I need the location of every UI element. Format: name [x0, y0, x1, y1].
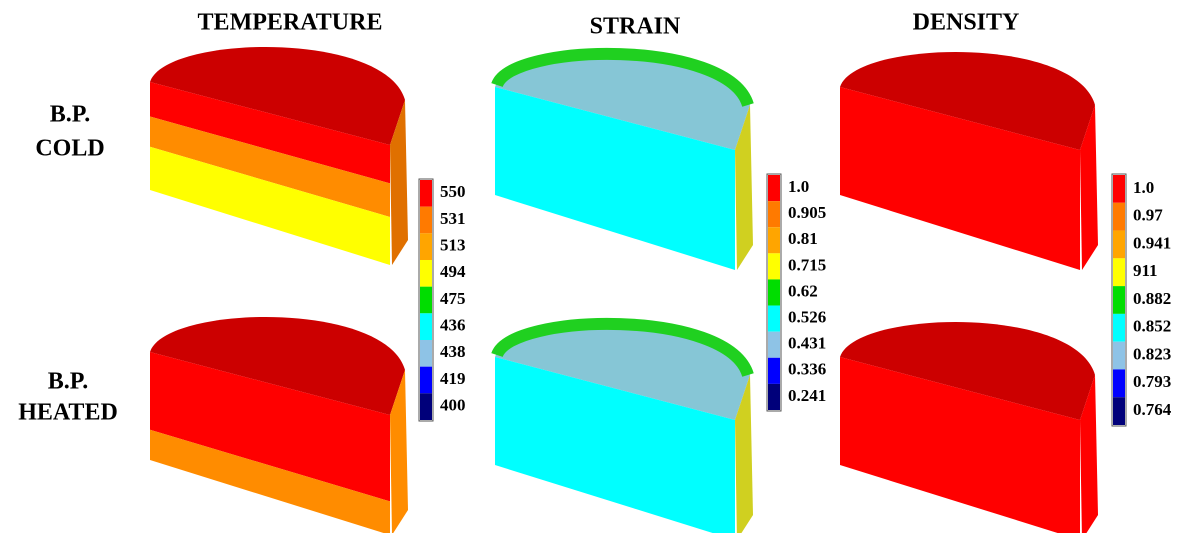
renderings [150, 47, 1098, 533]
row-label: COLD [35, 136, 104, 162]
legend-label: 0.81 [788, 229, 818, 248]
colorbar-swatch [768, 201, 780, 227]
legend-label: 0.852 [1133, 317, 1171, 336]
legend-label: 0.336 [788, 360, 826, 379]
colorbar-swatch [768, 332, 780, 358]
figure: TEMPERATURE STRAIN DENSITY B.P. COLD B.P… [0, 0, 1187, 533]
half-cylinder [150, 47, 408, 265]
half-cylinder [495, 322, 753, 533]
legend-label: 0.97 [1133, 206, 1163, 225]
colorbar-swatch [1113, 203, 1125, 231]
legend-label: 531 [440, 209, 466, 228]
colorbar-swatch [768, 306, 780, 332]
legend-label: 513 [440, 236, 466, 255]
colorbar-swatch [420, 313, 432, 340]
legend-label: 475 [440, 289, 466, 308]
column-title: TEMPERATURE [198, 10, 383, 36]
legend-label: 550 [440, 182, 466, 201]
legend-label: 0.882 [1133, 289, 1171, 308]
colorbar-swatch [420, 180, 432, 207]
legend-label: 0.62 [788, 281, 818, 300]
colorbar-swatch [768, 384, 780, 410]
colorbar-swatch [1113, 286, 1125, 314]
colorbar-swatch [1113, 175, 1125, 203]
legend-label: 494 [440, 262, 466, 281]
colorbar-swatch [420, 233, 432, 260]
row-label: HEATED [18, 400, 118, 426]
colorbar-swatch [1113, 342, 1125, 370]
legend-label: 438 [440, 342, 466, 361]
legend-label: 0.905 [788, 203, 826, 222]
colorbar-swatch [420, 207, 432, 234]
half-cylinder [840, 52, 1098, 270]
legend-label: 911 [1133, 261, 1158, 280]
colorbar-swatch [1113, 231, 1125, 259]
colorbar-swatch [768, 175, 780, 201]
colorbar-swatch [1113, 369, 1125, 397]
row-label: B.P. [48, 369, 88, 395]
colorbar-swatch [768, 279, 780, 305]
colorbar-swatch [420, 393, 432, 420]
legend-label: 1.0 [1133, 178, 1154, 197]
row-label: B.P. [50, 102, 90, 128]
half-cylinder [840, 322, 1098, 533]
legend-label: 0.823 [1133, 344, 1171, 363]
column-title: DENSITY [913, 10, 1020, 36]
legend-label: 0.941 [1133, 233, 1171, 252]
colorbar-swatch [420, 367, 432, 394]
half-cylinder [150, 317, 408, 533]
colorbar-swatch [768, 358, 780, 384]
colorbar-swatch [768, 227, 780, 253]
legend-label: 0.526 [788, 308, 826, 327]
legend-label: 0.715 [788, 255, 826, 274]
colorbar-swatch [1113, 314, 1125, 342]
legend-label: 1.0 [788, 177, 809, 196]
legend-label: 436 [440, 316, 466, 335]
colorbar-swatch [768, 253, 780, 279]
legend-label: 419 [440, 369, 466, 388]
colorbar-swatch [420, 340, 432, 367]
colorbar-swatch [420, 260, 432, 287]
half-cylinder [495, 52, 753, 270]
legend-label: 0.793 [1133, 372, 1171, 391]
column-title: STRAIN [590, 14, 681, 40]
legend-label: 0.764 [1133, 400, 1172, 419]
colorbar-swatch [1113, 397, 1125, 425]
colorbar-swatch [1113, 258, 1125, 286]
legend-label: 400 [440, 396, 466, 415]
legend-label: 0.431 [788, 334, 826, 353]
colorbar-swatch [420, 287, 432, 314]
legend-label: 0.241 [788, 386, 826, 405]
